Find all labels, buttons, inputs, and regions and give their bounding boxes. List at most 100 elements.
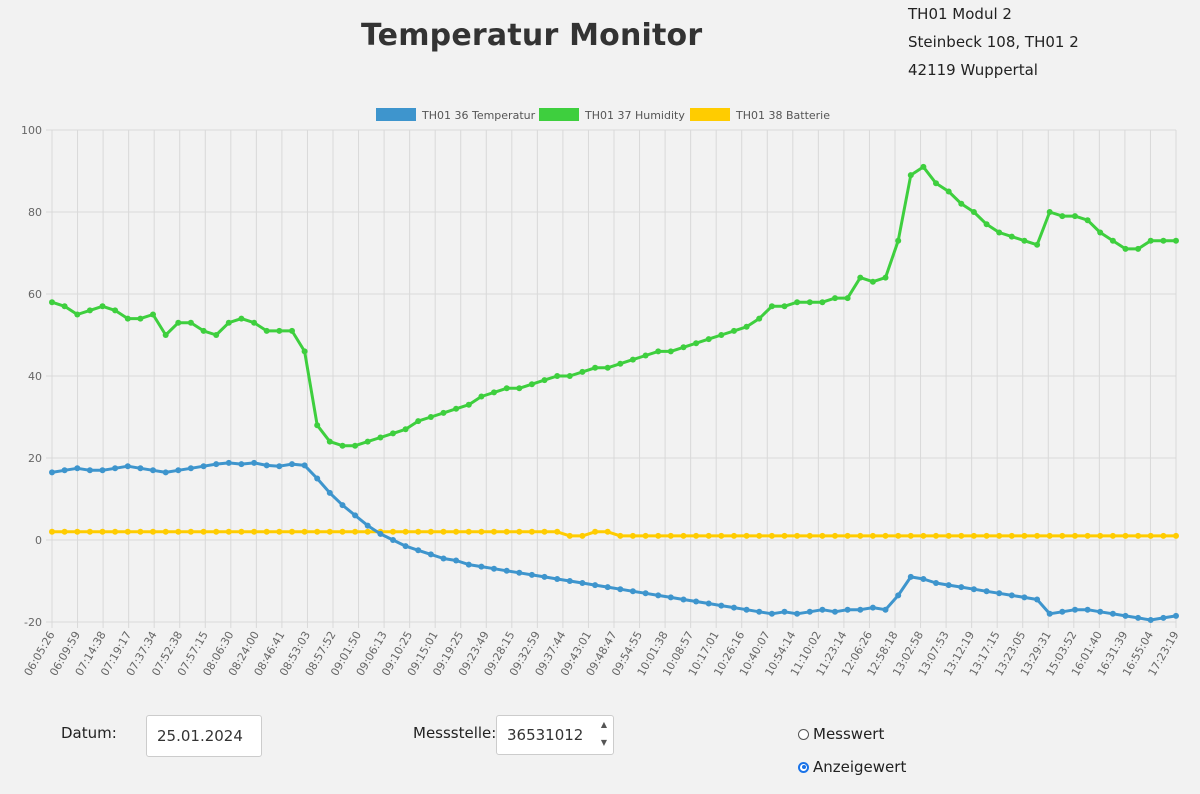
data-point[interactable] <box>1135 614 1142 621</box>
data-point[interactable] <box>187 465 194 472</box>
data-point[interactable] <box>743 606 750 613</box>
data-point[interactable] <box>718 602 725 609</box>
data-point[interactable] <box>996 229 1003 236</box>
data-point[interactable] <box>339 502 346 509</box>
data-point[interactable] <box>667 532 674 539</box>
data-point[interactable] <box>642 532 649 539</box>
data-point[interactable] <box>617 360 624 367</box>
data-point[interactable] <box>162 528 169 535</box>
data-point[interactable] <box>680 532 687 539</box>
data-point[interactable] <box>238 461 245 468</box>
data-point[interactable] <box>566 532 573 539</box>
data-point[interactable] <box>958 532 965 539</box>
data-point[interactable] <box>491 389 497 396</box>
data-point[interactable] <box>857 606 864 613</box>
data-point[interactable] <box>718 532 725 539</box>
date-input[interactable]: 25.01.2024 <box>146 715 262 757</box>
data-point[interactable] <box>516 528 523 535</box>
data-point[interactable] <box>200 327 207 334</box>
data-point[interactable] <box>390 528 396 535</box>
data-point[interactable] <box>1008 592 1015 599</box>
data-point[interactable] <box>289 528 295 535</box>
data-point[interactable] <box>756 532 763 539</box>
data-point[interactable] <box>390 537 396 543</box>
data-point[interactable] <box>112 307 119 314</box>
data-point[interactable] <box>933 532 939 539</box>
data-point[interactable] <box>781 608 788 615</box>
data-point[interactable] <box>1147 532 1154 539</box>
data-point[interactable] <box>1008 532 1015 539</box>
data-point[interactable] <box>150 528 156 535</box>
data-point[interactable] <box>187 528 194 535</box>
data-point[interactable] <box>945 532 952 539</box>
data-point[interactable] <box>124 528 131 535</box>
data-point[interactable] <box>806 532 813 539</box>
data-point[interactable] <box>289 461 295 468</box>
data-point[interactable] <box>1109 610 1116 617</box>
data-point[interactable] <box>200 528 207 535</box>
data-point[interactable] <box>655 592 662 599</box>
data-point[interactable] <box>996 590 1003 597</box>
data-point[interactable] <box>453 557 460 564</box>
data-point[interactable] <box>655 348 662 355</box>
legend-swatch[interactable] <box>690 108 730 121</box>
data-point[interactable] <box>364 528 371 535</box>
data-point[interactable] <box>516 385 523 392</box>
radio-button-icon[interactable] <box>798 761 809 773</box>
data-point[interactable] <box>112 465 119 472</box>
data-point[interactable] <box>1097 608 1104 615</box>
data-point[interactable] <box>869 532 876 539</box>
data-point[interactable] <box>1147 617 1154 623</box>
data-point[interactable] <box>61 303 68 310</box>
data-point[interactable] <box>528 381 535 388</box>
data-point[interactable] <box>604 528 611 535</box>
data-point[interactable] <box>86 467 93 474</box>
data-point[interactable] <box>655 532 662 539</box>
data-point[interactable] <box>970 209 977 215</box>
data-point[interactable] <box>794 299 801 306</box>
data-point[interactable] <box>832 608 838 615</box>
data-point[interactable] <box>276 327 283 334</box>
data-point[interactable] <box>718 332 725 338</box>
data-point[interactable] <box>74 465 81 472</box>
data-point[interactable] <box>137 528 144 535</box>
data-point[interactable] <box>1059 608 1066 615</box>
data-point[interactable] <box>970 586 977 593</box>
data-point[interactable] <box>251 319 258 326</box>
data-point[interactable] <box>592 528 599 535</box>
data-point[interactable] <box>112 528 119 535</box>
data-point[interactable] <box>465 561 472 568</box>
data-point[interactable] <box>857 532 864 539</box>
data-point[interactable] <box>213 461 220 468</box>
data-point[interactable] <box>844 532 851 539</box>
data-point[interactable] <box>819 299 826 306</box>
data-point[interactable] <box>1021 532 1028 539</box>
data-point[interactable] <box>629 532 636 539</box>
data-point[interactable] <box>478 563 485 570</box>
data-point[interactable] <box>1021 594 1028 601</box>
data-point[interactable] <box>74 311 81 318</box>
data-point[interactable] <box>352 512 359 519</box>
data-point[interactable] <box>1008 233 1015 240</box>
data-point[interactable] <box>554 373 561 379</box>
data-point[interactable] <box>629 356 636 363</box>
data-point[interactable] <box>213 332 220 338</box>
data-point[interactable] <box>933 580 939 586</box>
data-point[interactable] <box>301 462 308 469</box>
data-point[interactable] <box>945 582 952 589</box>
data-point[interactable] <box>869 604 876 611</box>
data-point[interactable] <box>592 364 599 371</box>
data-point[interactable] <box>680 344 687 351</box>
data-point[interactable] <box>263 462 270 469</box>
data-point[interactable] <box>1173 532 1179 539</box>
data-point[interactable] <box>175 467 182 474</box>
data-point[interactable] <box>49 299 55 306</box>
data-point[interactable] <box>907 172 914 179</box>
data-point[interactable] <box>667 348 674 355</box>
data-point[interactable] <box>933 180 939 187</box>
data-point[interactable] <box>869 278 876 285</box>
data-point[interactable] <box>99 467 106 474</box>
data-point[interactable] <box>1046 532 1053 539</box>
data-point[interactable] <box>402 543 409 550</box>
data-point[interactable] <box>276 463 283 470</box>
